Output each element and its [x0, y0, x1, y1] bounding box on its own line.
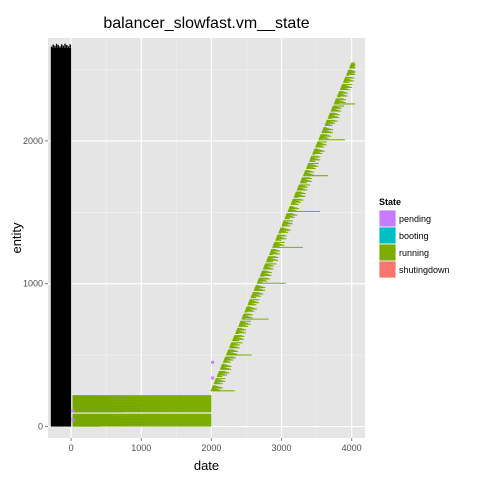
background-state-edge — [57, 45, 59, 48]
legend-label-booting: booting — [399, 231, 429, 241]
y-tick-label: 2000 — [23, 136, 43, 146]
axis-ticks: 0 1000 2000 3000 4000 0 1000 2000 — [23, 136, 362, 453]
y-tick-label: 1000 — [23, 279, 43, 289]
background-state-edge — [50, 46, 53, 48]
x-tick-label: 4000 — [342, 443, 362, 453]
legend-swatch-booting — [378, 226, 397, 245]
background-state-edge — [62, 45, 65, 48]
pending-marker — [211, 360, 215, 364]
background-state-edge — [66, 45, 68, 48]
x-tick-label: 3000 — [272, 443, 292, 453]
y-tick-label: 0 — [38, 422, 43, 432]
data-layer — [50, 43, 356, 427]
background-state-edge — [54, 45, 56, 48]
x-tick-label: 1000 — [131, 443, 151, 453]
plot-panel — [48, 38, 365, 438]
legend-title: State — [379, 197, 401, 207]
background-state-block — [50, 48, 72, 427]
legend-swatch-shutingdown — [378, 260, 397, 279]
legend-swatch-running — [378, 243, 397, 262]
y-axis-label: entity — [9, 222, 24, 254]
legend-label-pending: pending — [399, 214, 431, 224]
legend-label-running: running — [399, 248, 429, 258]
legend-label-shutingdown: shutingdown — [399, 265, 450, 275]
chart-title: balancer_slowfast.vm__state — [103, 15, 309, 32]
x-tick-label: 0 — [69, 443, 74, 453]
background-state-edge — [67, 46, 70, 48]
background-state-edge — [60, 44, 63, 48]
background-state-edge — [55, 43, 58, 48]
background-state-edge — [59, 46, 61, 48]
pending-marker — [211, 376, 215, 380]
legend-swatch-pending — [378, 209, 397, 228]
pending-marker — [71, 418, 75, 421]
background-state-edge — [52, 44, 54, 48]
background-state-edge — [64, 43, 66, 48]
x-axis-label: date — [194, 458, 219, 473]
x-tick-label: 2000 — [201, 443, 221, 453]
pending-marker — [71, 409, 75, 413]
legend: State pending booting running shutingdown — [378, 197, 450, 279]
background-state-edge — [69, 44, 71, 48]
